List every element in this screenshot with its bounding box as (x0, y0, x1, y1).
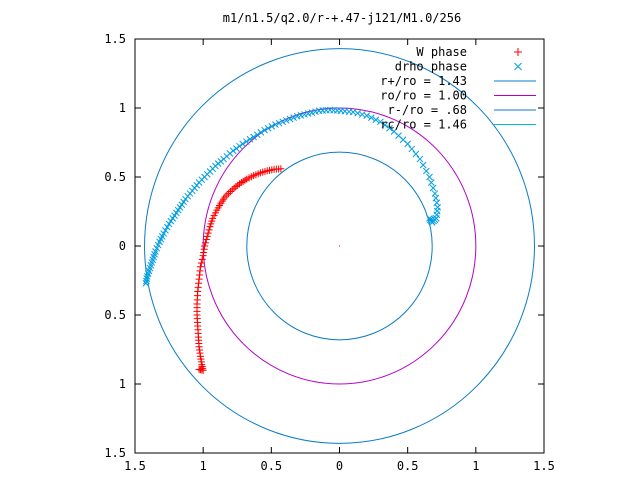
drho-phase-point (408, 145, 416, 153)
drho-phase-point (372, 116, 380, 124)
w-phase-point (204, 229, 212, 237)
w-phase-point (226, 187, 234, 195)
drho-phase-point (363, 112, 371, 119)
w-phase-point (205, 226, 213, 234)
legend-label: ro/ro = 1.00 (380, 89, 467, 103)
w-phase-point (237, 179, 245, 187)
drho-phase-point (261, 126, 268, 134)
y-tick-label: 1.5 (104, 446, 126, 460)
legend-label: drho phase (395, 60, 467, 74)
w-phase-point (206, 223, 214, 231)
drho-phase-point (422, 167, 430, 175)
w-phase-point (236, 180, 244, 188)
drho-phase-point (162, 227, 169, 234)
x-tick-label: 0.5 (260, 459, 282, 473)
drho-phase-point (242, 138, 250, 145)
drho-phase-point (354, 109, 362, 117)
drho-phase-point (367, 114, 375, 122)
w-phase-point (228, 186, 236, 194)
drho-phase-point (286, 115, 294, 123)
drho-phase-point (160, 230, 167, 237)
drho-phase-point (412, 150, 420, 158)
drho-phase-point (268, 123, 276, 130)
drho-phase-point (272, 121, 279, 128)
legend-label: rc/ro = 1.46 (380, 118, 467, 132)
w-phase-point (195, 366, 203, 374)
drho-phase-point (426, 215, 433, 222)
drho-phase-point (349, 108, 357, 116)
legend-plus-marker (514, 48, 522, 56)
drho-phase-point (290, 114, 297, 122)
y-tick-label: 1 (119, 377, 126, 391)
w-phase-point (203, 232, 211, 240)
w-phase-point (197, 259, 205, 267)
center-dot (338, 245, 341, 247)
x-tick-label: 1 (200, 459, 207, 473)
drho-phase-point (426, 173, 433, 181)
legend-label: W phase (416, 45, 467, 59)
w-phase-point (230, 184, 238, 192)
drho-phase-point (229, 147, 237, 155)
legend-cross-marker (514, 62, 522, 71)
drho-phase-point (427, 179, 435, 186)
w-phase-point (223, 191, 231, 199)
drho-phase-point (429, 184, 437, 192)
legend-label: r-/ro = .68 (388, 103, 467, 117)
y-tick-label: 0 (119, 239, 126, 253)
x-tick-label: 0.5 (397, 459, 419, 473)
drho-phase-point (404, 140, 412, 148)
legend-label: r+/ro = 1.43 (380, 74, 467, 88)
w-phase-point (239, 177, 247, 185)
w-phase-point (234, 181, 242, 189)
y-tick-label: 0.5 (104, 308, 126, 322)
drho-phase-point (279, 118, 287, 126)
drho-phase-point (236, 142, 243, 150)
drho-phase-point (275, 119, 283, 127)
w-phase-point (202, 236, 210, 244)
data-series (142, 106, 442, 374)
y-tick-label: 1.5 (104, 32, 126, 46)
circle-rro (246, 151, 433, 341)
drho-phase-point (250, 133, 257, 141)
drho-phase-point (381, 121, 389, 129)
chart-title: m1/n1.5/q2.0/r-+.47-j121/M1.0/256 (223, 11, 461, 25)
drho-phase-point (419, 161, 427, 169)
w-phase-point (201, 239, 209, 247)
drho-phase-point (163, 223, 171, 231)
drho-phase-point (143, 275, 151, 283)
drho-phase-point (416, 155, 424, 163)
drho-phase-point (358, 111, 366, 118)
x-tick-label: 1.5 (124, 459, 146, 473)
drho-phase-point (282, 117, 290, 124)
drho-phase-point (377, 118, 384, 126)
drho-phase-point (239, 140, 247, 148)
x-tick-label: 1 (472, 459, 479, 473)
y-tick-label: 0.5 (104, 170, 126, 184)
w-phase-point (241, 176, 249, 184)
circle-rro (144, 48, 535, 444)
drho-phase-point (257, 129, 265, 136)
w-phase-point (225, 189, 233, 197)
y-tick-label: 1 (119, 101, 126, 115)
w-phase-point (199, 252, 207, 260)
drho-phase-point (246, 135, 254, 143)
x-tick-label: 1.5 (533, 459, 555, 473)
axis-ticks: 1.5 1 0.5 0 0.5 1 1.51.510.500.511.5 (104, 32, 555, 473)
x-tick-label: 0 (336, 459, 343, 473)
w-phase-point (243, 175, 251, 183)
w-phase-point (198, 255, 206, 263)
drho-phase-point (232, 145, 240, 152)
drho-phase-point (264, 124, 272, 132)
w-phase-point (232, 183, 240, 191)
drho-phase-point (253, 131, 261, 139)
drho-phase-point (386, 124, 393, 132)
